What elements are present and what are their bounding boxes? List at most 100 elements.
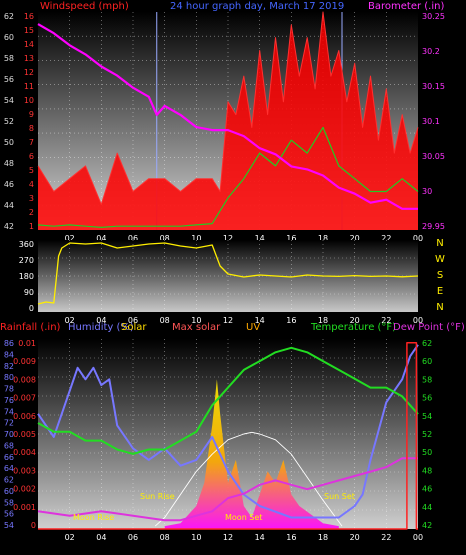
compass-label: S [437,270,443,281]
y-tick-humidity: 80 [4,373,14,382]
compass-label: N [436,302,443,313]
y-tick-humidity: 78 [4,385,14,394]
y-tick-temperature: 56 [422,394,432,403]
y-tick-wind-inner: 4 [29,180,34,189]
y-tick-direction: 270 [19,256,34,265]
temp-panel: 02 04 06 08 10 12 14 16 18 20 22 00 86 84 82 80 78 76 74 72… [0,322,465,542]
compass-label: E [437,286,443,297]
x-tick-label: 14 [255,533,265,542]
x-tick-label: 02 [65,316,75,325]
y-tick-humidity: 62 [4,476,14,485]
temp-panel-ticks: 02 04 06 08 10 12 14 16 18 20 22 00 86 84 82 80 78 76 74 72… [4,339,432,542]
y-tick-humidity: 74 [4,407,14,416]
y-tick-wind-inner: 9 [29,110,34,119]
y-tick-barometer: 30.15 [422,82,445,91]
y-tick-windspeed: 60 [4,33,14,42]
x-tick-label: 20 [350,234,360,243]
y-tick-wind-inner: 13 [24,54,34,63]
y-tick-barometer: 30.1 [422,117,440,126]
y-tick-wind-inner: 7 [29,138,34,147]
rainfall-line [38,341,418,530]
y-tick-humidity: 76 [4,396,14,405]
y-tick-barometer: 30.25 [422,12,445,21]
x-tick-label: 04 [96,533,106,542]
y-tick-temperature: 54 [422,412,432,421]
y-tick-temperature: 62 [422,339,432,348]
y-tick-direction: 180 [19,272,34,281]
x-tick-label: 06 [128,234,138,243]
moon-rise-annotation: Moon Rise [73,513,114,522]
y-tick-wind-inner: 16 [24,12,34,21]
wind-average-line [37,126,419,228]
y-tick-windspeed: 50 [4,138,14,147]
x-tick-label: 02 [65,234,75,243]
y-tick-temperature: 60 [422,357,432,366]
y-tick-rainfall: 0.009 [13,357,36,366]
x-tick-label: 10 [191,533,201,542]
solar-area [164,379,339,529]
x-tick-label: 02 [65,533,75,542]
y-tick-direction: 0 [29,304,34,313]
temp-panel-series [37,341,419,530]
y-tick-temperature: 46 [422,485,432,494]
x-tick-label: 00 [413,234,423,243]
y-tick-wind-inner: 5 [29,166,34,175]
y-tick-humidity: 66 [4,453,14,462]
y-tick-barometer: 29.95 [422,222,445,231]
y-tick-humidity: 84 [4,350,14,359]
y-tick-windspeed: 46 [4,180,14,189]
rainfall-label: Rainfall (.in) [0,322,61,333]
y-tick-windspeed: 42 [4,222,14,231]
y-tick-wind-inner: 12 [24,68,34,77]
temperature-line [37,346,419,455]
y-tick-humidity: 54 [4,521,14,530]
y-tick-rainfall: 0.01 [18,339,36,348]
y-tick-windspeed: 54 [4,96,14,105]
y-tick-rainfall: 0.007 [13,394,36,403]
wind-direction-line [37,242,419,305]
uv-label: UV [246,322,260,333]
x-tick-label: 04 [96,316,106,325]
y-tick-humidity: 68 [4,441,14,450]
humidity-label: Humidity (%) [68,322,134,333]
y-tick-barometer: 30.2 [422,47,440,56]
y-tick-windspeed: 62 [4,12,14,21]
y-tick-direction: 360 [19,240,34,249]
max-solar-label: Max solar [172,322,221,333]
y-tick-direction: 90 [24,288,34,297]
direction-panel-series [37,242,419,305]
y-tick-humidity: 82 [4,362,14,371]
x-tick-label: 18 [318,234,328,243]
y-tick-rainfall: 0.001 [13,503,36,512]
x-tick-label: 08 [160,234,170,243]
y-tick-rainfall: 0.004 [13,448,36,457]
y-tick-temperature: 48 [422,466,432,475]
y-tick-humidity: 86 [4,339,14,348]
y-tick-temperature: 42 [422,521,432,530]
y-tick-rainfall: 0.002 [13,485,36,494]
chart-title: 24 hour graph day, March 17 2019 [170,1,344,12]
wind-panel-series [37,11,419,230]
wind-gust-line [37,11,419,205]
x-tick-label: 12 [223,234,233,243]
x-tick-label: 18 [318,533,328,542]
y-tick-windspeed: 56 [4,75,14,84]
compass-label: W [435,254,445,265]
x-tick-label: 12 [223,533,233,542]
x-tick-label: 08 [160,533,170,542]
y-tick-humidity: 64 [4,464,14,473]
wind-panel-ticks: 02 04 06 08 10 12 14 16 18 20 22 006260585654525048… [4,12,445,243]
y-tick-windspeed: 44 [4,201,14,210]
y-tick-wind-inner: 15 [24,26,34,35]
moon-set-annotation: Moon Set [225,513,262,522]
windspeed-label: Windspeed (mph) [40,1,129,12]
y-tick-barometer: 30.05 [422,152,445,161]
y-tick-rainfall: 0.005 [13,430,36,439]
temperature-label: Temperature (°F) [310,322,396,333]
y-tick-rainfall: 0 [31,521,36,530]
x-tick-label: 08 [160,316,170,325]
x-tick-label: 22 [381,234,391,243]
y-tick-temperature: 52 [422,430,432,439]
x-tick-label: 20 [350,533,360,542]
